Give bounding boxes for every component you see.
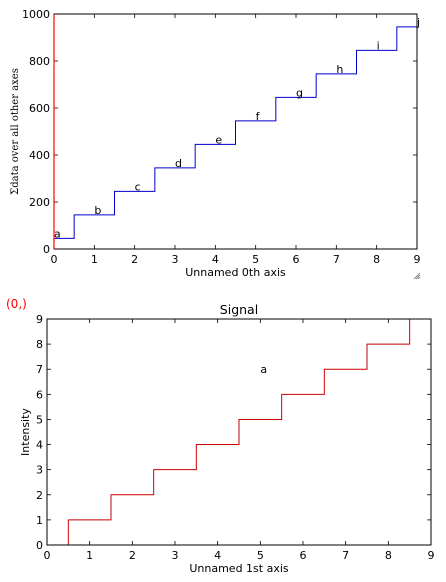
- bottom-plot-frame: [46, 318, 432, 546]
- x-tick-label: 5: [257, 549, 264, 562]
- top-y-axis-label: Σdata over all other axes: [10, 68, 21, 195]
- y-tick-label: 400: [29, 149, 50, 162]
- x-tick-label: 3: [172, 253, 179, 266]
- y-tick-label: 0: [43, 243, 50, 256]
- annotation-label: a: [54, 227, 61, 240]
- bottom-chart: Signal 0 1 2 3 4 5 6 7 8 9 0 1 2 3 4 5 6 7 8 9 a Unnamed 1…: [19, 302, 435, 575]
- top-series-line: [54, 26, 417, 239]
- x-tick-label: 7: [342, 549, 349, 562]
- annotation-label: b: [94, 204, 101, 217]
- y-tick-label: 8: [36, 338, 43, 351]
- x-tick-label: 0: [44, 549, 51, 562]
- index-label: (0,): [6, 297, 27, 311]
- x-tick-label: 0: [51, 253, 58, 266]
- y-tick-label: 7: [36, 363, 43, 376]
- y-tick-label: 1000: [22, 8, 50, 21]
- y-tick-label: 9: [36, 313, 43, 326]
- y-tick-label: 800: [29, 55, 50, 68]
- x-tick-label: 6: [293, 253, 300, 266]
- x-tick-label: 8: [373, 253, 380, 266]
- x-tick-label: 9: [414, 253, 421, 266]
- y-tick-label: 6: [36, 388, 43, 401]
- bottom-y-axis-label: Intensity: [19, 408, 32, 456]
- annotation-label: f: [256, 110, 261, 123]
- x-tick-label: 1: [86, 549, 93, 562]
- bottom-annotations: a: [260, 363, 267, 376]
- top-x-axis-label: Unnamed 0th axis: [185, 266, 286, 279]
- x-tick-label: 6: [300, 549, 307, 562]
- y-tick-label: 4: [36, 439, 43, 452]
- top-x-tick-labels: 0 1 2 3 4 5 6 7 8 9: [51, 253, 421, 266]
- y-tick-label: 5: [36, 413, 43, 426]
- x-tick-label: 4: [214, 549, 221, 562]
- x-tick-label: 5: [252, 253, 259, 266]
- annotation-label: e: [215, 133, 222, 146]
- annotation-label: a: [260, 363, 267, 376]
- x-tick-label: 7: [333, 253, 340, 266]
- x-tick-label: 4: [212, 253, 219, 266]
- bottom-x-tick-labels: 0 1 2 3 4 5 6 7 8 9: [44, 549, 435, 562]
- y-tick-label: 0: [36, 539, 43, 552]
- x-tick-label: 8: [385, 549, 392, 562]
- bottom-y-tick-labels: 0 1 2 3 4 5 6 7 8 9: [36, 313, 43, 552]
- y-tick-label: 200: [29, 196, 50, 209]
- y-tick-label: 600: [29, 102, 50, 115]
- y-tick-label: 1: [36, 514, 43, 527]
- top-y-tick-labels: 0 200 400 600 800 1000: [22, 8, 50, 256]
- annotation-label: j: [416, 16, 420, 29]
- x-tick-label: 2: [129, 549, 136, 562]
- resize-grip-icon[interactable]: [413, 272, 421, 280]
- annotation-label: h: [336, 63, 343, 76]
- annotation-label: d: [175, 157, 182, 170]
- annotation-label: i: [377, 39, 380, 52]
- y-tick-label: 2: [36, 489, 43, 502]
- y-tick-label: 3: [36, 464, 43, 477]
- top-annotations: a b c d e f g h i j: [54, 16, 420, 241]
- bottom-series-line: [47, 318, 431, 546]
- x-tick-label: 9: [428, 549, 435, 562]
- x-tick-label: 2: [131, 253, 138, 266]
- bottom-x-axis-label: Unnamed 1st axis: [189, 562, 289, 575]
- annotation-label: c: [135, 180, 141, 193]
- annotation-label: g: [296, 86, 303, 99]
- x-tick-label: 1: [91, 253, 98, 266]
- x-tick-label: 3: [172, 549, 179, 562]
- top-tick-marks: [53, 13, 418, 250]
- bottom-chart-title: Signal: [220, 302, 258, 317]
